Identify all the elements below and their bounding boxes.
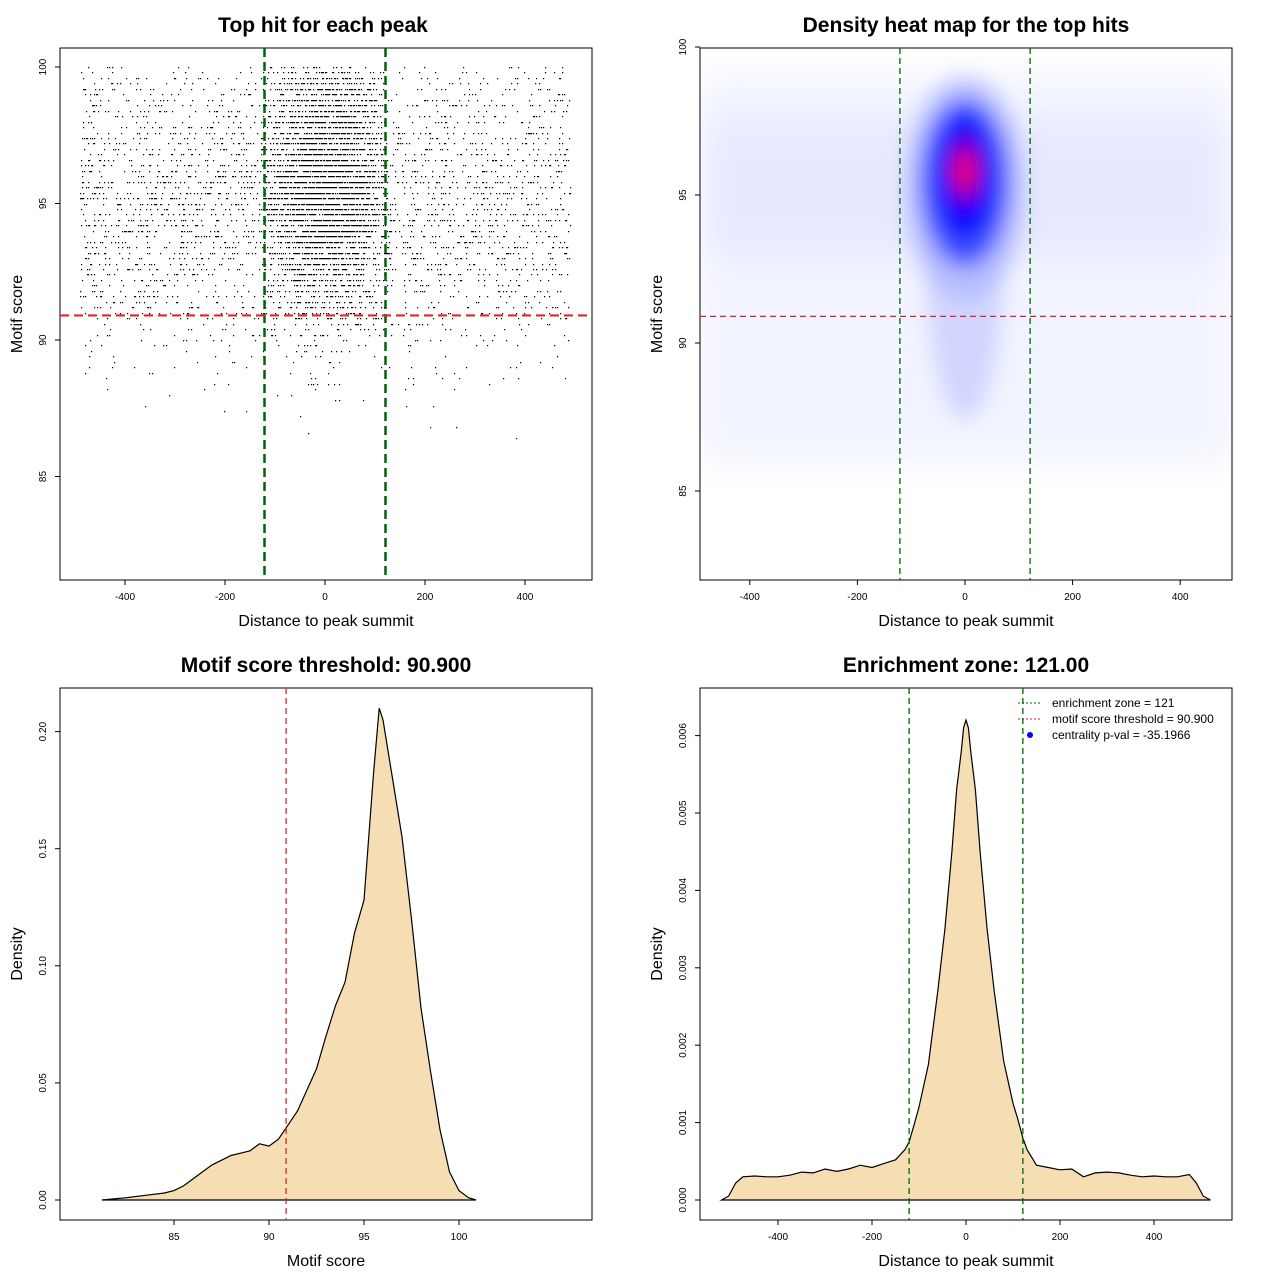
heatmap-ytick-label: 100	[678, 38, 689, 55]
distance-density-xtick-label: -200	[862, 1232, 882, 1243]
distance-density-ytick-label: 0.003	[678, 955, 689, 980]
score-density-xtick-label: 90	[263, 1232, 275, 1243]
heatmap-xtick-label: -400	[740, 592, 760, 603]
distance-density-xtick-label: 400	[1146, 1232, 1163, 1243]
score-density-frame	[59, 687, 593, 1221]
score-density-xtick-label: 95	[358, 1232, 370, 1243]
axes-heatmap: -400 -200 0 200 400 85 90 95 100	[678, 38, 1233, 603]
heatmap-xtick-label: 400	[1172, 592, 1189, 603]
heatmap-density	[700, 76, 1232, 462]
scatter-xlabel: Distance to peak summit	[238, 613, 414, 630]
axes-score-density: 85 90 95 100 0.00 0.05 0.10 0.15 0.20	[38, 687, 593, 1243]
heatmap-ytick-label: 85	[678, 485, 689, 497]
axes-distance-density: -400 -200 0 200 400 0.000 0.001 0.002 0.003 0.004…	[678, 687, 1233, 1243]
distance-density-curve	[719, 718, 1211, 1201]
scatter-ytick-label: 85	[38, 471, 49, 483]
legend: enrichment zone = 121 motif score thresh…	[1018, 696, 1214, 742]
distance-density-ytick-label: 0.006	[678, 723, 689, 748]
score-density-ytick-label: 0.20	[38, 721, 49, 741]
legend-pval-label: centrality p-val = -35.1966	[1052, 728, 1191, 742]
axes-scatter: -400 -200 0 200 400 85 90 95 100	[38, 47, 593, 603]
distance-density-ytick-label: 0.001	[678, 1110, 689, 1135]
score-density-area	[101, 708, 477, 1200]
heatmap-frame	[699, 47, 1233, 581]
scatter-frame	[59, 47, 593, 581]
score-density-ylabel: Density	[9, 927, 26, 980]
scatter-xtick-label: 0	[322, 592, 328, 603]
legend-enrichment-label: enrichment zone = 121	[1052, 696, 1175, 710]
distance-density-xtick-label: 200	[1052, 1232, 1069, 1243]
heatmap-xtick-label: 0	[962, 592, 968, 603]
distance-density-ytick-label: 0.004	[678, 877, 689, 902]
score-density-title: Motif score threshold: 90.900	[181, 654, 472, 677]
score-density-xtick-label: 100	[451, 1232, 468, 1243]
score-density-ytick-label: 0.10	[38, 956, 49, 976]
heatmap-ylabel: Motif score	[649, 275, 666, 353]
scatter-ylabel: Motif score	[9, 275, 26, 353]
distance-density-xtick-label: 0	[963, 1232, 969, 1243]
heatmap-title: Density heat map for the top hits	[803, 14, 1130, 37]
distance-density-ytick-label: 0.000	[678, 1187, 689, 1212]
scatter-ytick-label: 90	[38, 334, 49, 346]
score-density-xtick-label: 85	[168, 1232, 180, 1243]
score-density-curve	[101, 708, 477, 1201]
distance-density-ylabel: Density	[649, 927, 666, 980]
score-density-xlabel: Motif score	[287, 1253, 365, 1270]
heatmap-xlabel: Distance to peak summit	[878, 613, 1054, 630]
scatter-xtick-label: -200	[215, 592, 235, 603]
legend-threshold-label: motif score threshold = 90.900	[1052, 712, 1214, 726]
distance-density-title: Enrichment zone: 121.00	[843, 654, 1089, 677]
scatter-xtick-label: 200	[417, 592, 434, 603]
distance-density-xlabel: Distance to peak summit	[878, 1253, 1054, 1270]
heatmap-core	[905, 77, 1025, 419]
scatter-title: Top hit for each peak	[218, 14, 428, 37]
distance-density-ytick-label: 0.002	[678, 1032, 689, 1057]
scatter-ytick-label: 100	[38, 58, 49, 75]
distance-density-xtick-label: -400	[768, 1232, 788, 1243]
score-density-ytick-label: 0.05	[38, 1073, 49, 1093]
legend-pval-marker	[1027, 732, 1033, 738]
heatmap-ytick-label: 90	[678, 337, 689, 349]
score-density-ytick-label: 0.15	[38, 839, 49, 859]
distance-density-area	[721, 720, 1211, 1200]
score-density-ytick-label: 0.00	[38, 1190, 49, 1210]
scatter-xtick-label: 400	[517, 592, 534, 603]
heatmap-xtick-label: 200	[1064, 592, 1081, 603]
scatter-ytick-label: 95	[38, 198, 49, 210]
scatter-xtick-label: -400	[115, 592, 135, 603]
heatmap-xtick-label: -200	[847, 592, 867, 603]
heatmap-ytick-label: 95	[678, 189, 689, 201]
distance-density-ytick-label: 0.005	[678, 800, 689, 825]
